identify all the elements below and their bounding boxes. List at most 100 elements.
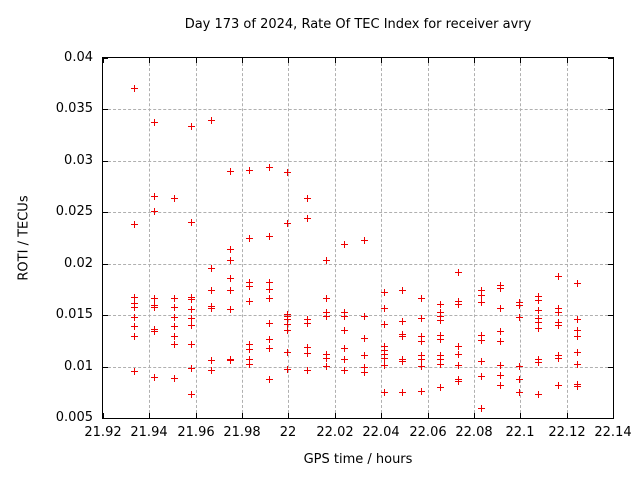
y-tick-mark [608,315,613,316]
data-point [418,356,425,363]
data-point [171,304,178,311]
y-tick-mark [103,315,108,316]
data-point [227,287,234,294]
data-point [381,289,388,296]
data-point [574,333,581,340]
x-tick-mark [103,58,104,63]
data-point [151,119,158,126]
data-point [323,355,330,362]
x-tick-mark [288,413,289,418]
data-point [188,219,195,226]
data-point [341,241,348,248]
data-point [131,221,138,228]
data-point [437,309,444,316]
data-point [437,313,444,320]
data-point [227,275,234,282]
data-point [497,338,504,345]
data-point [266,376,273,383]
data-point [246,298,253,305]
data-point [323,351,330,358]
data-point [171,295,178,302]
data-point [399,318,406,325]
data-point [246,361,253,368]
y-tick-label: 0.035 [55,101,93,116]
data-point [284,169,291,176]
data-point [323,313,330,320]
data-point [516,389,523,396]
data-point [151,193,158,200]
data-point [381,321,388,328]
y-tick-mark [103,58,108,59]
data-point [437,336,444,343]
data-point [266,233,273,240]
data-point [227,168,234,175]
data-point [266,286,273,293]
x-tick-mark [149,413,150,418]
data-point [497,382,504,389]
data-point [516,363,523,370]
plot-frame [102,57,614,419]
data-point [418,388,425,395]
y-tick-label: 0.02 [64,256,93,271]
data-point [516,376,523,383]
data-point [284,366,291,373]
data-point [131,323,138,330]
y-tick-label: 0.03 [64,153,93,168]
gridline-y [103,109,613,110]
data-point [171,323,178,330]
y-tick-label: 0.025 [55,204,93,219]
data-point [131,368,138,375]
data-point [437,317,444,324]
data-point [227,357,234,364]
data-point [266,279,273,286]
gridline-x [335,58,336,418]
data-point [266,345,273,352]
data-point [188,341,195,348]
data-point [497,372,504,379]
data-point [208,367,215,374]
data-point [246,279,253,286]
data-point [535,307,542,314]
gridline-x [149,58,150,418]
data-point [478,299,485,306]
data-point [574,280,581,287]
data-point [418,352,425,359]
data-point [535,359,542,366]
data-point [418,333,425,340]
y-tick-mark [608,58,613,59]
data-point [151,328,158,335]
gridline-x [567,58,568,418]
x-tick-mark [103,413,104,418]
data-point [246,356,253,363]
x-tick-mark [474,58,475,63]
data-point [574,327,581,334]
data-point [455,269,462,276]
data-point [188,391,195,398]
data-point [266,295,273,302]
data-point [478,373,485,380]
data-point [188,322,195,329]
x-tick-label: 22.14 [594,425,632,440]
y-tick-mark [608,161,613,162]
data-point [284,327,291,334]
chart-title: Day 173 of 2024, Rate Of TEC Index for r… [184,17,532,32]
gridline-x [520,58,521,418]
data-point [478,358,485,365]
data-point [131,314,138,321]
gridline-y [103,212,613,213]
data-point [171,375,178,382]
data-point [516,314,523,321]
x-tick-mark [567,58,568,63]
data-point [304,344,311,351]
data-point [227,257,234,264]
data-point [131,294,138,301]
data-point [381,351,388,358]
data-point [437,361,444,368]
y-tick-mark [608,212,613,213]
x-tick-label: 21.94 [130,425,168,440]
data-point [437,356,444,363]
data-point [341,309,348,316]
data-point [497,305,504,312]
x-tick-label: 22.02 [316,425,354,440]
gridline-x [428,58,429,418]
